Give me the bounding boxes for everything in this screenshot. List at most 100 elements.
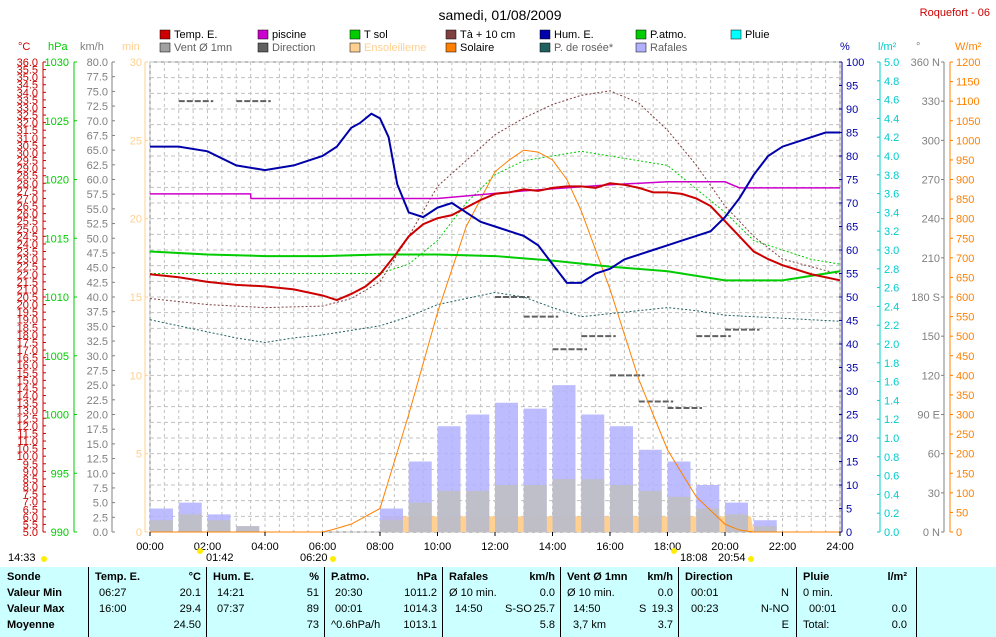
axis-tick-label-solar: 450 [956,351,974,363]
axis-tick-label-hum: 95 [846,81,858,93]
gridlines [149,61,841,533]
wind-bar [437,490,461,532]
axis-tick-label-solar: 1100 [956,96,980,108]
axis-tick-label-temp: 13.0 [17,406,38,418]
axis-tick-label-dir: 300 [922,135,940,147]
axis-tick-label-rain: 1.8 [884,358,899,370]
axis-tick-label-hum: 70 [846,198,858,210]
gust-min-label: Ø 10 min. [449,587,497,599]
axis-tick-label-wind: 35.0 [87,321,108,333]
axis-tick-label-wind: 75.0 [87,86,108,98]
axis-tick-label-wind: 72.5 [87,101,108,113]
axis-tick-label-temp: 27.0 [17,193,38,205]
axis-tick-label-wind: 52.5 [87,219,108,231]
header-wind: Vent Ø 1mn [567,571,628,583]
axis-tick-label-hum: 75 [846,175,858,187]
axis-tick-label-hum: 10 [846,480,858,492]
x-tick-label: 00:00 [136,541,164,553]
axis-tick-label-temp: 22.0 [17,269,38,281]
axis-tick-label-temp: 30.5 [17,140,38,152]
rain-total-value: 0.0 [891,619,907,631]
series-direction [178,100,760,409]
axis-tick-label-solar: 0 [956,527,962,539]
legend-label: Tà + 10 cm [460,29,515,41]
wind-avg-value: 3.7 [657,619,673,631]
press-min-value: 1011.2 [404,587,437,599]
legend-swatch [257,42,269,53]
rain-max-time: 00:01 [809,603,837,615]
axis-tick-label-rain: 1.4 [884,395,899,407]
x-tick-label: 08:00 [366,541,394,553]
axis-tick-label-hum: 5 [846,504,852,516]
weather-chart: samedi, 01/08/2009 Roquefort - 06 Temp. … [8,7,990,564]
row-label-min: Valeur Min [7,587,63,599]
axis-tick-label-temp: 27.5 [17,186,38,198]
axis-tick-label-temp: 25.5 [17,216,38,228]
axis-tick-label-wind: 25.0 [87,380,108,392]
axis-tick-label-dir: 330 [922,96,940,108]
series-wind [150,479,777,532]
axis-tick-label-temp: 31.0 [17,133,38,145]
temp-avg-value: 24.50 [173,619,201,631]
axis-tick-label-temp: 20.5 [17,292,38,304]
temp-max-value: 29.4 [179,603,201,615]
axis-tick-label-press: 1000 [45,410,69,422]
axis-tick-label-hum: 50 [846,292,858,304]
legend-swatch [730,29,742,40]
axis-tick-label-wind: 17.5 [87,424,108,436]
legend-label: piscine [272,29,306,41]
axis-tick-label-temp: 10.0 [17,451,38,463]
event-markers: 14:33 01:42 06:20 18:08 20:54 [8,548,754,564]
wind-bar [150,520,173,532]
axis-unit-solar: W/m² [955,41,982,53]
axis-tick-label-solar: 700 [956,253,974,265]
header-gust: Rafales [449,571,489,583]
event-time-left: 14:33 [8,552,36,564]
axis-tick-label-solar: 500 [956,331,974,343]
axis-tick-label-temp: 10.5 [17,444,38,456]
gust-avg-value: 5.8 [539,619,555,631]
col-wind: Vent Ø 1mn km/h Ø 10 min. 0.0 14:50 S 19.3 … [560,567,679,637]
x-tick-label: 04:00 [251,541,279,553]
axis-tick-label-wind: 2.5 [93,512,108,524]
axis-tick-label-solar: 900 [956,175,974,187]
axis-tick-label-rain: 5.0 [884,57,899,69]
axis-tick-label-temp: 21.5 [17,277,38,289]
axis-unit-hum: % [840,41,850,53]
axis-tick-label-rain: 0.4 [884,489,899,501]
legend-label: T sol [364,29,388,41]
axis-tick-label-wind: 37.5 [87,307,108,319]
hum-min-value: 51 [306,587,319,599]
axis-tick-label-rain: 2.4 [884,301,899,313]
axis-tick-label-temp: 12.5 [17,413,38,425]
x-tick-label: 24:00 [826,541,854,553]
axis-tick-label-hum: 25 [846,410,858,422]
event-time-marker-2: 18:08 [680,552,708,564]
axis-tick-label-wind: 45.0 [87,263,108,275]
axis-tick-label-press: 1020 [45,175,69,187]
axis-tick-label-rain: 3.8 [884,170,899,182]
series-humidity [150,112,840,284]
x-tick-label: 06:00 [309,541,337,553]
axis-tick-label-temp: 16.0 [17,360,38,372]
axis-tick-label-wind: 42.5 [87,277,108,289]
axis-tick-label-temp: 20.0 [17,300,38,312]
axis-tick-label-dir: 180 S [911,292,940,304]
axis-tick-label-hum: 100 [846,57,864,69]
gust-min-value: 0.0 [539,587,555,599]
axis-tick-label-hum: 45 [846,316,858,328]
series-temp-10cm [149,90,841,309]
axis-tick-label-wind: 50.0 [87,233,108,245]
axis-tick-label-rain: 3.4 [884,207,899,219]
axis-unit-sunmin: min [122,41,140,53]
axis-tick-label-temp: 12.0 [17,421,38,433]
legend-swatch [257,29,269,40]
axis-tick-label-sunmin: 25 [130,135,142,147]
x-tick-label: 20:00 [711,541,739,553]
header-temp-unit: °C [188,571,201,583]
axis-tick-label-temp: 28.0 [17,178,38,190]
axis-tick-label-dir: 270 [922,175,940,187]
legend-label: Temp. E. [174,29,217,41]
wind-min-label: Ø 10 min. [567,587,615,599]
axis-tick-label-wind: 55.0 [87,204,108,216]
